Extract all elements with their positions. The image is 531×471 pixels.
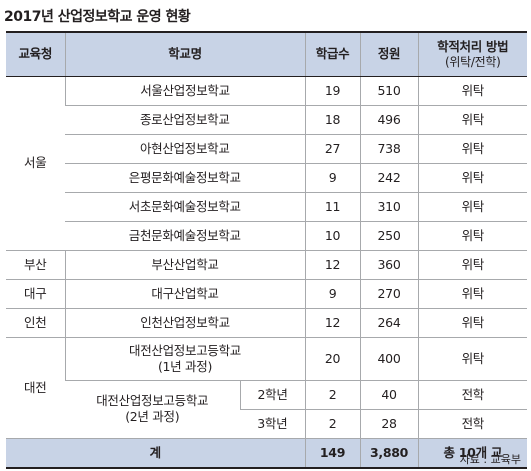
- capacity: 310: [359, 192, 419, 222]
- header-school: 학교명: [64, 31, 306, 77]
- method: 위탁: [417, 337, 528, 381]
- course-length: (2년 과정): [125, 409, 180, 424]
- school-name: 인천산업정보학교: [64, 308, 306, 338]
- region-busan: 부산: [6, 250, 65, 280]
- capacity: 496: [359, 105, 419, 135]
- method: 위탁: [417, 221, 528, 251]
- school-name: 서초문화예술정보학교: [65, 192, 306, 222]
- capacity: 242: [359, 163, 419, 193]
- total-row: 계 149 3,880 총 10개 교: [6, 437, 528, 469]
- school-name: 은평문화예술정보학교: [65, 163, 306, 193]
- school-name: 종로산업정보학교: [65, 105, 306, 135]
- total-label: 계: [6, 437, 306, 469]
- grade-label: 2학년: [239, 380, 306, 410]
- capacity: 250: [359, 221, 419, 251]
- source-note: 자료 : 교육부: [459, 453, 521, 466]
- school-name-line: 대전산업정보고등학교: [129, 342, 242, 358]
- header-classes: 학급수: [304, 31, 361, 77]
- class-count: 10: [304, 221, 361, 251]
- table-row: 대전산업정보고등학교 (2년 과정) 2학년 2 40 전학: [6, 380, 528, 439]
- method: 위탁: [417, 105, 528, 135]
- header-row: 교육청 학교명 학급수 정원 학적처리 방법 (위탁/전학): [6, 31, 528, 77]
- total-classes: 149: [304, 437, 361, 469]
- region-incheon: 인천: [6, 308, 65, 338]
- school-name: 서울산업정보학교: [64, 76, 306, 106]
- class-count: 2: [304, 380, 361, 410]
- class-count: 2: [304, 409, 361, 439]
- method: 위탁: [417, 308, 528, 338]
- capacity: 270: [359, 279, 419, 309]
- capacity: 264: [359, 308, 419, 338]
- header-method-sub: (위탁/전학): [445, 54, 501, 69]
- method: 위탁: [417, 76, 528, 106]
- capacity: 738: [359, 134, 419, 164]
- method: 전학: [417, 380, 528, 410]
- table-title: 2017년 산업정보학교 운영 현황: [4, 9, 191, 25]
- school-name: 아현산업정보학교: [65, 134, 306, 164]
- method: 위탁: [417, 163, 528, 193]
- capacity: 28: [359, 409, 419, 439]
- table-row: 대전 대전산업정보고등학교 (1년 과정) 20 400 위탁: [6, 337, 528, 439]
- table-row: 은평문화예술정보학교 9 242 위탁: [6, 163, 528, 193]
- table-row: 아현산업정보학교 27 738 위탁: [6, 134, 528, 164]
- class-count: 18: [304, 105, 361, 135]
- total-schools: 총 10개 교: [417, 437, 528, 469]
- class-count: 12: [304, 308, 361, 338]
- school-status-table: 교육청 학교명 학급수 정원 학적처리 방법 (위탁/전학) 서울 서울산업정보…: [6, 31, 528, 469]
- capacity: 510: [359, 76, 419, 106]
- class-count: 9: [304, 279, 361, 309]
- header-capacity: 정원: [359, 31, 419, 77]
- table-row: 대구 대구산업학교 9 270 위탁: [6, 279, 528, 309]
- school-name-daejeon-1yr: 대전산업정보고등학교 (1년 과정): [64, 337, 306, 381]
- table-row: 인천 인천산업정보학교 12 264 위탁: [6, 308, 528, 338]
- header-method: 학적처리 방법 (위탁/전학): [417, 31, 528, 77]
- class-count: 19: [304, 76, 361, 106]
- table-row: 서초문화예술정보학교 11 310 위탁: [6, 192, 528, 222]
- table-row: 서울 서울산업정보학교 19 510 위탁: [6, 76, 528, 251]
- capacity: 40: [359, 380, 419, 410]
- table-row: 종로산업정보학교 18 496 위탁: [6, 105, 528, 135]
- class-count: 9: [304, 163, 361, 193]
- school-name: 금천문화예술정보학교: [65, 221, 306, 251]
- method: 위탁: [417, 192, 528, 222]
- school-name: 부산산업학교: [64, 250, 306, 280]
- course-length: (1년 과정): [157, 358, 213, 374]
- class-count: 12: [304, 250, 361, 280]
- table-row: 부산 부산산업학교 12 360 위탁: [6, 250, 528, 280]
- school-name: 대구산업학교: [64, 279, 306, 309]
- header-office: 교육청: [6, 31, 65, 77]
- region-daegu: 대구: [6, 279, 65, 309]
- table-row: 금천문화예술정보학교 10 250 위탁: [6, 221, 528, 251]
- method: 위탁: [417, 134, 528, 164]
- capacity: 360: [359, 250, 419, 280]
- method: 위탁: [417, 250, 528, 280]
- total-capacity: 3,880: [359, 437, 419, 469]
- region-daejeon: 대전: [6, 337, 65, 439]
- class-count: 20: [304, 337, 361, 381]
- method: 위탁: [417, 279, 528, 309]
- school-name-line: 대전산업정보고등학교: [96, 393, 209, 409]
- school-name-daejeon-2yr: 대전산업정보고등학교 (2년 과정): [65, 380, 240, 439]
- capacity: 400: [359, 337, 419, 381]
- class-count: 27: [304, 134, 361, 164]
- class-count: 11: [304, 192, 361, 222]
- header-method-label: 학적처리 방법: [437, 38, 509, 54]
- grade-label: 3학년: [240, 409, 306, 439]
- method: 전학: [417, 409, 528, 439]
- region-seoul: 서울: [6, 76, 65, 251]
